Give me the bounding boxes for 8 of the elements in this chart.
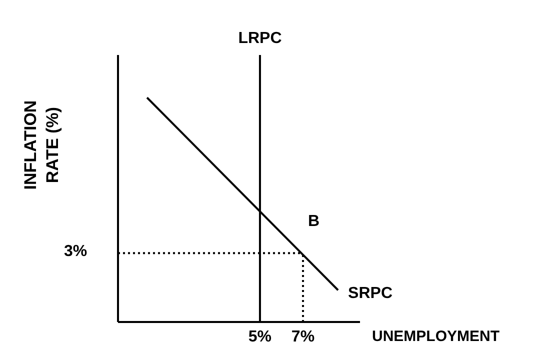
x-tick-label: 7% xyxy=(291,328,315,346)
series-label: SRPC xyxy=(348,285,393,302)
annotation: B xyxy=(308,213,320,231)
y-axis-title: INFLATION RATE (%) xyxy=(20,99,63,192)
x-axis-title: UNEMPLOYMENT xyxy=(372,328,500,345)
x-tick-label: 5% xyxy=(248,328,272,346)
text: 3% xyxy=(64,243,88,261)
ref-line-label: LRPC xyxy=(238,30,282,47)
